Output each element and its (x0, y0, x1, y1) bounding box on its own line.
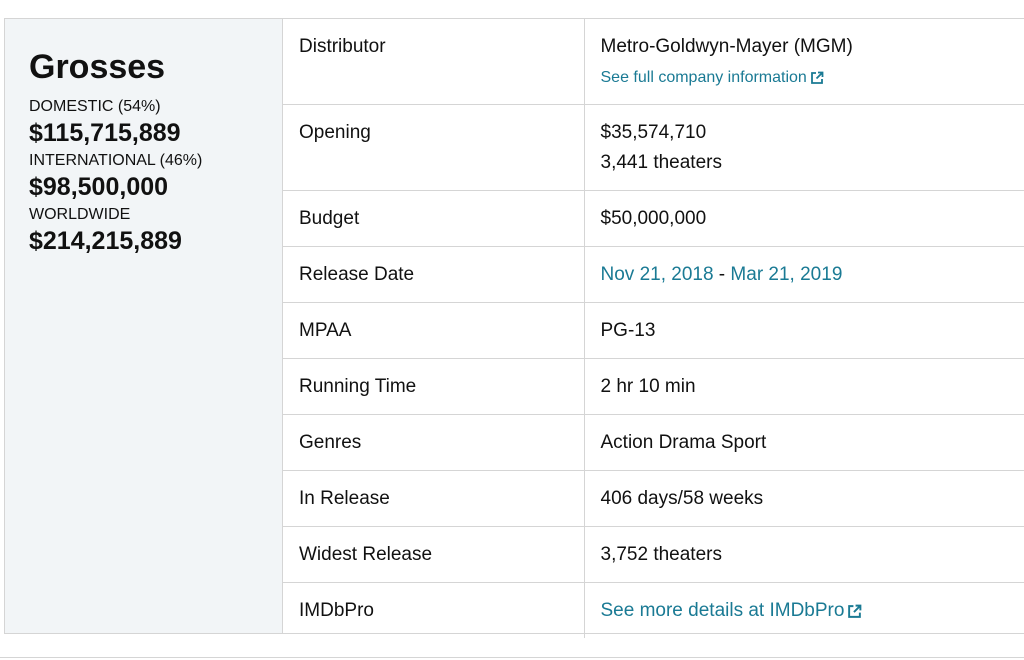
release-summary-panel: Grosses DOMESTIC (54%) $115,715,889 INTE… (4, 18, 1024, 638)
imdbpro-link-text: See more details at IMDbPro (600, 600, 845, 621)
summary-table: Distributor Metro-Goldwyn-Mayer (MGM) Se… (283, 19, 1024, 638)
worldwide-label: WORLDWIDE (29, 206, 131, 223)
company-info-link[interactable]: See full company information (601, 65, 824, 91)
budget-label: Budget (283, 190, 585, 247)
table-row-imdbpro: IMDbPro See more details at IMDbPro (283, 582, 1024, 639)
release-date-label: Release Date (283, 246, 585, 303)
grosses-title: Grosses (29, 48, 166, 86)
release-date-cell: Nov 21, 2018 - Mar 21, 2019 (584, 246, 1024, 303)
release-end-link[interactable]: Mar 21, 2019 (730, 264, 843, 285)
external-link-icon (848, 604, 862, 618)
worldwide-value: $214,215,889 (29, 227, 182, 255)
external-link-icon (810, 71, 824, 84)
running-time-label: Running Time (283, 358, 585, 415)
table-row-running-time: Running Time 2 hr 10 min (283, 358, 1024, 415)
distributor-value: Metro-Goldwyn-Mayer (MGM) (600, 36, 853, 57)
widest-release-value: 3,752 theaters (584, 526, 1024, 583)
widest-release-label: Widest Release (283, 526, 585, 583)
grosses-box: Grosses DOMESTIC (54%) $115,715,889 INTE… (5, 19, 283, 633)
mpaa-value: PG-13 (584, 302, 1024, 359)
bottom-divider (0, 657, 1024, 658)
genres-label: Genres (283, 414, 585, 471)
opening-theaters: 3,441 theaters (600, 152, 722, 173)
running-time-value: 2 hr 10 min (584, 358, 1024, 415)
international-value: $98,500,000 (29, 173, 169, 201)
company-info-link-text: See full company information (600, 69, 807, 86)
table-row-distributor: Distributor Metro-Goldwyn-Mayer (MGM) Se… (283, 19, 1024, 105)
release-date-separator: - (713, 264, 731, 285)
distributor-label: Distributor (283, 19, 585, 105)
imdbpro-label: IMDbPro (283, 582, 585, 638)
budget-value: $50,000,000 (584, 190, 1024, 247)
table-row-release-date: Release Date Nov 21, 2018 - Mar 21, 2019 (283, 246, 1024, 303)
imdbpro-link[interactable]: See more details at IMDbPro (601, 596, 863, 626)
domestic-value: $115,715,889 (29, 119, 181, 147)
distributor-cell: Metro-Goldwyn-Mayer (MGM) See full compa… (584, 19, 1024, 105)
international-label: INTERNATIONAL (46%) (29, 152, 203, 169)
genres-value: Action Drama Sport (584, 414, 1024, 471)
in-release-label: In Release (283, 470, 585, 527)
release-start-link[interactable]: Nov 21, 2018 (600, 264, 714, 285)
domestic-label: DOMESTIC (54%) (29, 98, 161, 115)
table-row-genres: Genres Action Drama Sport (283, 414, 1024, 471)
opening-cell: $35,574,710 3,441 theaters (584, 104, 1024, 191)
table-row-widest-release: Widest Release 3,752 theaters (283, 526, 1024, 583)
mpaa-label: MPAA (283, 302, 585, 359)
table-row-opening: Opening $35,574,710 3,441 theaters (283, 104, 1024, 191)
imdbpro-cell: See more details at IMDbPro (584, 583, 1024, 639)
opening-label: Opening (283, 104, 585, 191)
in-release-value: 406 days/58 weeks (584, 470, 1024, 527)
table-row-budget: Budget $50,000,000 (283, 190, 1024, 247)
table-row-in-release: In Release 406 days/58 weeks (283, 470, 1024, 527)
opening-value: $35,574,710 (600, 122, 707, 143)
table-row-mpaa: MPAA PG-13 (283, 302, 1024, 359)
